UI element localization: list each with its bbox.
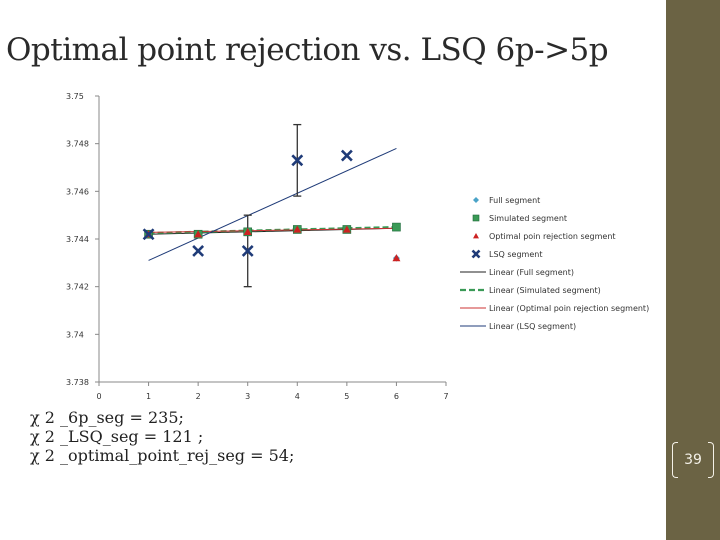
x-tick-label: 3: [245, 392, 250, 401]
data-point-triangle: [473, 233, 479, 239]
legend-label: Linear (Optimal poin rejection segment): [489, 304, 649, 313]
data-point-x: [241, 244, 254, 257]
data-point-square: [392, 222, 401, 232]
chart-axes: 3.75 3.748 3.746 3.744 3.742 3.74 3.738 0 1 2 3 4 5 6…: [66, 92, 449, 401]
y-tick-label: 3.738: [66, 378, 89, 387]
error-bars: [243, 123, 302, 288]
slide-title: Optimal point rejection vs. LSQ 6p->5p: [6, 32, 609, 68]
legend-label: Linear (Full segment): [489, 268, 574, 277]
x-tick-label: 5: [344, 392, 349, 401]
data-point-x: [471, 249, 481, 259]
legend-label: Linear (Simulated segment): [489, 286, 601, 295]
data-point-square: [472, 214, 480, 222]
x-tick-label: 1: [146, 392, 151, 401]
legend-label: LSQ segment: [489, 250, 542, 259]
x-stroke: [471, 249, 481, 259]
x-tick-label: 0: [96, 392, 101, 401]
x-tick-label: 2: [196, 392, 201, 401]
data-point-x: [192, 244, 205, 257]
legend-label: Full segment: [489, 196, 540, 205]
scatter-chart: 3.75 3.748 3.746 3.744 3.742 3.74 3.738 0 1 2 3 4 5 6…: [66, 92, 649, 401]
chi-square-notes: χ 2 _6p_seg = 235; χ 2 _LSQ_seg = 121 ; …: [30, 408, 294, 465]
x-stroke: [241, 244, 254, 257]
y-tick-label: 3.744: [66, 235, 89, 244]
y-tick-label: 3.75: [66, 92, 84, 101]
data-point-triangle: [392, 254, 401, 262]
data-point-triangle: [293, 225, 302, 233]
x-tick-label: 4: [295, 392, 300, 401]
data-point-x: [340, 149, 353, 162]
trendline-3: [148, 147, 397, 261]
legend-label: Optimal poin rejection segment: [489, 232, 616, 241]
x-stroke: [142, 228, 155, 241]
data-point-diamond: [473, 197, 479, 203]
y-tick-label: 3.74: [66, 330, 84, 339]
y-tick-label: 3.742: [66, 283, 89, 292]
chart-legend: Full segment Simulated segment Optimal poi…: [460, 196, 649, 331]
bracket-left-icon: [672, 442, 678, 478]
x-stroke: [192, 244, 205, 257]
chi-square-6p: χ 2 _6p_seg = 235;: [30, 408, 184, 427]
x-tick-label: 6: [394, 392, 399, 401]
y-tick-label: 3.748: [66, 140, 89, 149]
x-stroke: [291, 154, 304, 167]
data-point-x: [291, 154, 304, 167]
legend-label: Linear (LSQ segment): [489, 322, 576, 331]
side-bar: [666, 0, 720, 540]
x-stroke: [340, 149, 353, 162]
data-point-triangle: [194, 230, 203, 238]
chi-square-lsq: χ 2 _LSQ_seg = 121 ;: [30, 427, 204, 446]
legend-label: Simulated segment: [489, 214, 567, 223]
x-tick-label: 7: [443, 392, 448, 401]
data-point-triangle: [342, 225, 351, 233]
trendlines: [148, 147, 397, 261]
trendline-2: [148, 227, 397, 233]
chi-square-optimal: χ 2 _optimal_point_rej_seg = 54;: [30, 446, 295, 465]
page-number-badge: 39: [672, 442, 714, 478]
data-points: [142, 149, 401, 262]
y-tick-label: 3.746: [66, 187, 89, 196]
data-point-triangle: [243, 227, 252, 236]
data-point-x: [142, 228, 155, 241]
bracket-right-icon: [708, 442, 714, 478]
page-number: 39: [684, 452, 702, 468]
